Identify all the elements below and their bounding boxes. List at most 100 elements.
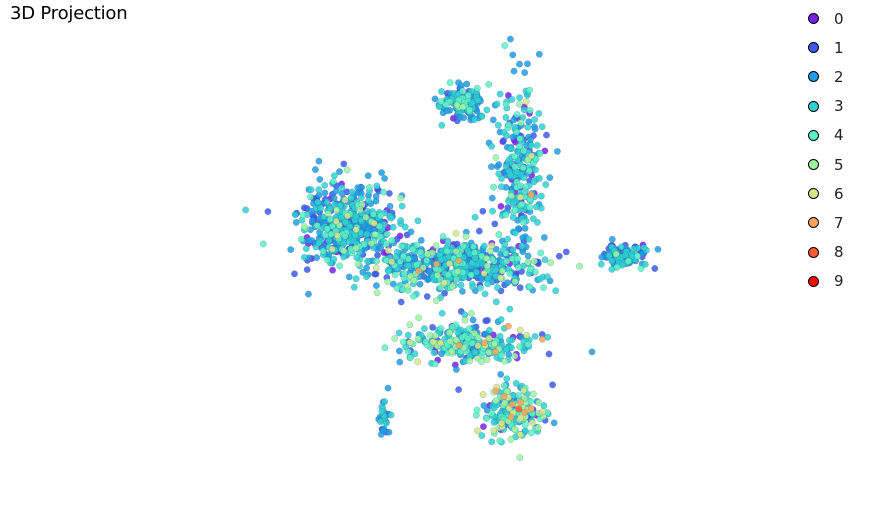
- data-point-class-5: [373, 289, 381, 297]
- data-point-class-4: [413, 241, 421, 249]
- legend-item-3[interactable]: 3: [808, 92, 863, 121]
- data-point-class-4: [624, 257, 632, 265]
- legend-item-6[interactable]: 6: [808, 179, 863, 208]
- data-point-class-0: [329, 266, 337, 274]
- data-point-class-4: [540, 284, 547, 292]
- data-point-class-5: [459, 103, 467, 111]
- data-point-class-3: [430, 349, 438, 357]
- data-point-class-4: [400, 269, 408, 277]
- data-point-class-2: [305, 236, 313, 244]
- data-point-class-3: [300, 253, 308, 261]
- data-point-class-7: [480, 339, 488, 347]
- data-point-class-4: [497, 351, 505, 359]
- data-point-class-3: [525, 235, 533, 243]
- data-point-class-4: [473, 84, 481, 92]
- data-point-class-5: [534, 424, 542, 432]
- data-point-class-2: [332, 187, 340, 195]
- data-point-class-5: [452, 247, 460, 255]
- data-point-class-3: [468, 99, 476, 107]
- data-point-class-4: [439, 233, 447, 240]
- data-point-class-3: [488, 438, 496, 446]
- data-point-class-5: [511, 425, 519, 433]
- legend-item-1[interactable]: 1: [808, 33, 863, 62]
- data-point-class-4: [365, 183, 373, 191]
- data-point-class-3: [538, 123, 546, 131]
- data-point-class-4: [422, 338, 430, 346]
- data-point-class-4: [511, 153, 519, 160]
- data-point-class-3: [524, 123, 532, 131]
- data-point-class-5: [333, 206, 341, 214]
- data-point-class-4: [469, 243, 477, 250]
- data-point-class-3: [531, 116, 539, 123]
- legend-item-8[interactable]: 8: [808, 238, 863, 267]
- data-point-class-5: [511, 278, 519, 286]
- data-point-class-4: [423, 257, 431, 264]
- data-point-class-5: [529, 390, 537, 398]
- data-point-class-6: [488, 242, 496, 250]
- data-point-class-2: [608, 235, 616, 243]
- data-point-class-4: [514, 255, 522, 263]
- data-point-class-3: [507, 145, 515, 153]
- data-point-class-3: [420, 325, 428, 333]
- data-point-class-2: [345, 273, 353, 281]
- legend-label: 6: [834, 184, 844, 203]
- data-point-class-4: [503, 257, 511, 265]
- data-point-class-4: [511, 206, 519, 214]
- legend-item-5[interactable]: 5: [808, 150, 863, 179]
- data-point-class-2: [378, 169, 386, 177]
- data-point-class-2: [506, 35, 514, 43]
- data-point-class-5: [462, 233, 470, 240]
- data-point-class-3: [552, 287, 560, 295]
- data-point-class-5: [492, 154, 500, 161]
- data-point-class-5: [434, 271, 441, 279]
- data-point-class-4: [323, 225, 331, 233]
- data-point-class-2: [460, 114, 468, 122]
- data-point-class-4: [299, 211, 307, 219]
- data-point-class-4: [464, 335, 472, 343]
- data-point-class-1: [264, 208, 272, 216]
- data-point-class-4: [490, 183, 498, 191]
- data-point-class-6: [440, 279, 448, 287]
- data-point-class-4: [467, 271, 475, 279]
- data-point-class-2: [546, 174, 554, 182]
- data-point-class-5: [449, 282, 456, 290]
- data-point-class-7: [517, 398, 525, 406]
- data-point-class-3: [468, 259, 476, 267]
- data-point-class-3: [535, 110, 543, 117]
- data-point-class-4: [313, 221, 321, 229]
- data-point-class-3: [516, 94, 524, 102]
- data-point-class-3: [471, 348, 479, 356]
- data-point-class-4: [373, 257, 381, 265]
- data-point-class-2: [292, 218, 300, 226]
- data-point-class-3: [518, 242, 526, 250]
- legend-item-0[interactable]: 0: [808, 4, 863, 33]
- data-point-class-4: [524, 340, 532, 348]
- data-point-class-3: [397, 217, 405, 225]
- data-point-class-7: [492, 387, 500, 395]
- legend-item-2[interactable]: 2: [808, 62, 863, 91]
- data-point-class-2: [287, 246, 295, 254]
- data-point-class-2: [407, 228, 415, 236]
- data-point-class-2: [316, 175, 324, 183]
- data-point-class-1: [340, 160, 348, 168]
- data-point-class-7: [521, 408, 529, 416]
- legend-item-4[interactable]: 4: [808, 121, 863, 150]
- data-point-class-6: [516, 326, 524, 334]
- data-point-class-6: [388, 258, 396, 266]
- data-point-class-3: [392, 253, 400, 261]
- legend-item-7[interactable]: 7: [808, 208, 863, 237]
- data-point-class-4: [417, 248, 425, 256]
- data-point-class-4: [323, 256, 331, 264]
- data-point-class-1: [374, 251, 381, 259]
- data-point-class-3: [398, 202, 406, 210]
- data-point-class-2: [443, 107, 451, 115]
- data-point-class-1: [397, 298, 405, 306]
- data-point-class-2: [504, 279, 512, 287]
- data-point-class-1: [423, 293, 431, 300]
- data-point-class-3: [351, 232, 359, 240]
- data-point-class-4: [443, 247, 451, 255]
- data-point-class-1: [455, 386, 463, 394]
- data-point-class-3: [385, 267, 393, 275]
- legend-item-9[interactable]: 9: [808, 267, 863, 296]
- data-point-class-3: [474, 96, 482, 104]
